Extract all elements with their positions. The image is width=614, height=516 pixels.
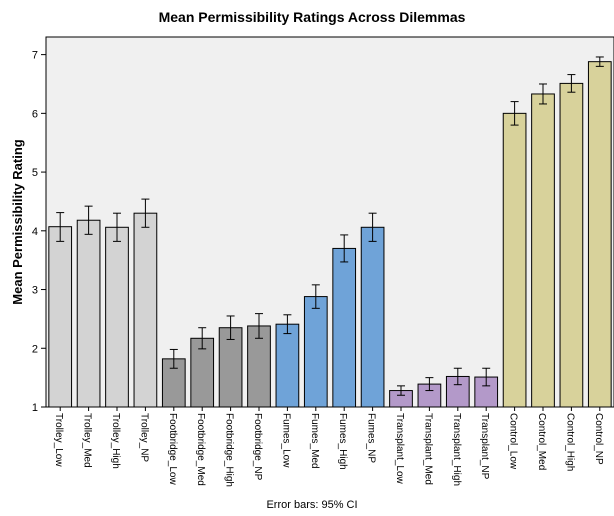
y-tick-label: 2 — [32, 343, 38, 355]
bar — [303, 296, 328, 408]
chart-title: Mean Permissibility Ratings Across Dilem… — [159, 9, 466, 25]
x-axis: Trolley_Low Trolley_Med Trolley_High Trolle… — [53, 407, 604, 487]
x-tick-label: Control_Low — [508, 413, 519, 470]
x-tick-label: Transplant_Low — [394, 413, 405, 485]
y-tick-label: 6 — [32, 108, 38, 120]
y-tick-label: 3 — [32, 285, 38, 297]
x-tick-label: Control_High — [564, 413, 575, 471]
x-tick-label: Footbridge_Med — [195, 413, 206, 486]
x-tick-label: Footbridge_High — [224, 413, 235, 487]
bar — [133, 212, 158, 408]
bar — [360, 226, 385, 408]
plot-area — [45, 36, 614, 408]
bars — [48, 56, 612, 408]
bar — [275, 323, 300, 408]
x-tick-label: Transplant_Med — [422, 413, 433, 485]
x-tick-label: Control_Med — [536, 413, 547, 470]
y-tick-label: 7 — [32, 50, 38, 62]
x-tick-label: Trolley_NP — [138, 413, 149, 462]
y-axis-label: Mean Permissibility Rating — [10, 139, 25, 304]
bar — [332, 247, 357, 408]
bar — [502, 112, 527, 408]
y-axis: 1 2 3 4 5 6 7 — [32, 50, 46, 414]
x-tick-label: Transplant_High — [451, 413, 462, 486]
bar — [76, 219, 101, 408]
bar — [559, 82, 584, 408]
x-tick-label: Transplant_NP — [479, 413, 490, 480]
x-tick-label: Fumes_Low — [280, 413, 291, 468]
x-tick-label: Footbridge_NP — [252, 413, 263, 481]
bar — [587, 61, 612, 408]
x-tick-label: Fumes_NP — [366, 413, 377, 463]
y-tick-label: 4 — [32, 226, 38, 238]
x-tick-label: Trolley_Low — [53, 413, 64, 467]
x-tick-label: Trolley_High — [110, 413, 121, 469]
x-tick-label: Footbridge_Low — [167, 413, 178, 485]
x-tick-label: Trolley_Med — [82, 413, 93, 468]
bar — [531, 93, 555, 408]
x-tick-label: Control_NP — [593, 413, 604, 465]
bar — [48, 226, 73, 408]
bar — [105, 226, 129, 408]
y-tick-label: 1 — [32, 402, 38, 414]
x-tick-label: Fumes_Med — [309, 413, 320, 469]
y-tick-label: 5 — [32, 167, 38, 179]
error-bar-note: Error bars: 95% CI — [266, 499, 357, 511]
x-tick-label: Fumes_High — [337, 413, 348, 470]
